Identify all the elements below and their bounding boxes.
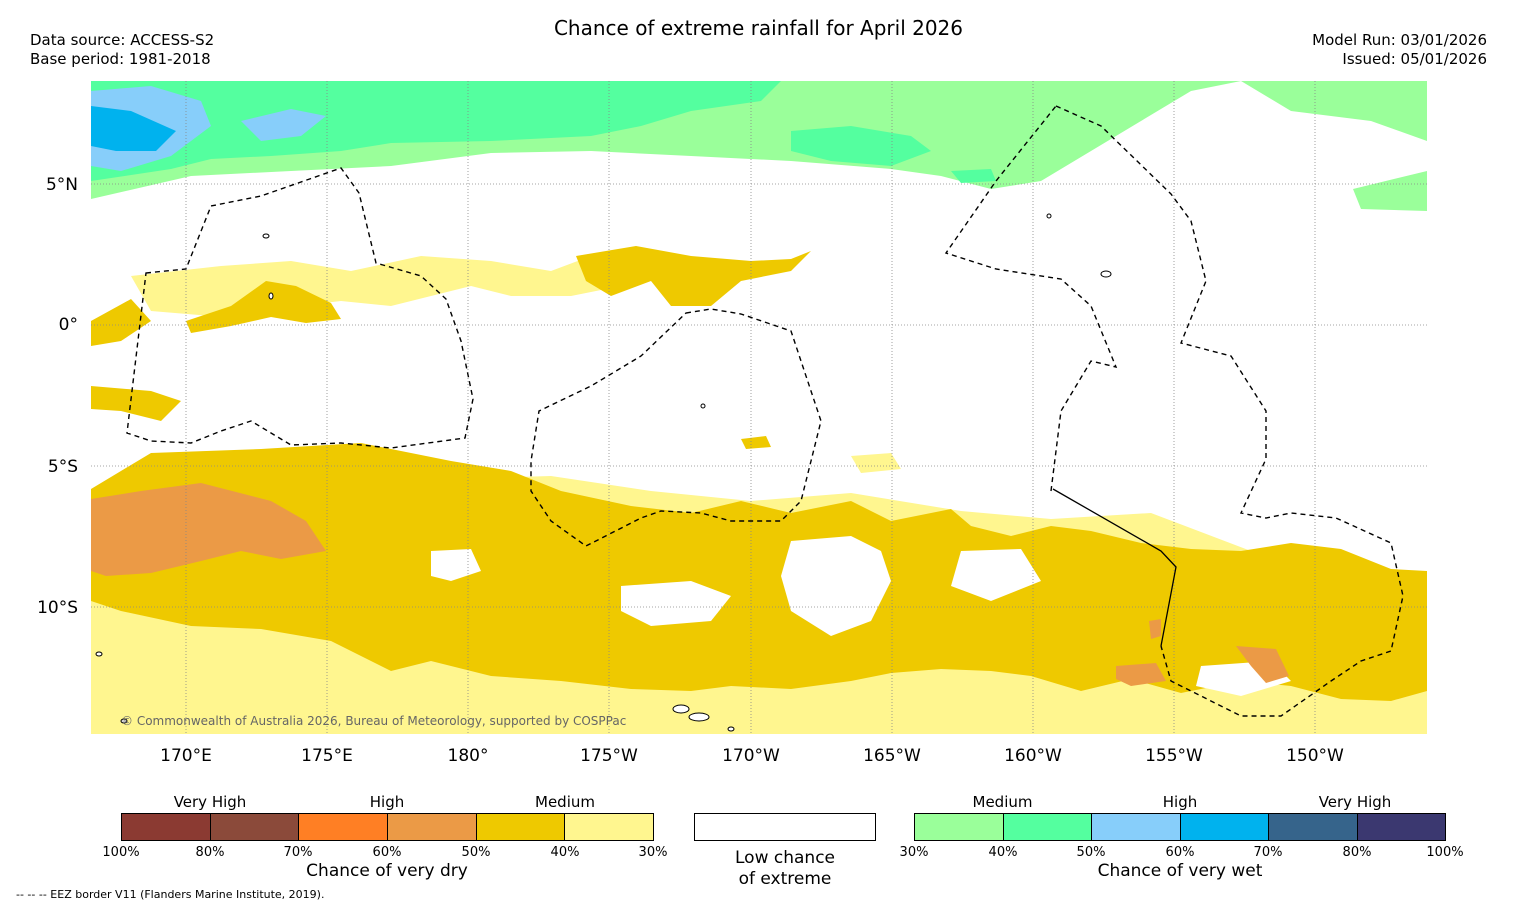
dry-region-light-east [851,453,901,473]
dry-tick: 100% [102,845,140,860]
lat-label-10s: 10°S [37,598,78,618]
wet-tick: 80% [1342,845,1372,860]
page-title: Chance of extreme rainfall for April 202… [553,16,964,40]
wet-swatch-high-2 [1180,814,1269,840]
lat-label-5n: 5°N [45,175,78,195]
wet-region-moderate-2 [791,126,931,166]
dry-tick: 50% [461,845,491,860]
lon-label-155w: 155°W [1145,746,1203,766]
dry-caption: Chance of very dry [306,861,468,881]
dry-region-high [91,483,326,576]
dry-region-high-2 [1116,663,1166,686]
wet-swatch-medium-1 [915,814,1004,840]
dry-swatch-medium-1 [476,814,566,840]
wet-region-high-2 [241,109,326,141]
lon-label-180: 180° [447,746,489,766]
low-chance-gap-4 [951,549,1041,601]
dry-region-medium-east [741,436,771,449]
eez-footnote: -- -- -- EEZ border V11 (Flanders Marine… [16,888,325,901]
issued-label: Issued: 05/01/2026 [1342,50,1487,68]
low-chance-gap-3 [431,549,481,581]
wet-tick: 50% [1076,845,1106,860]
map-canvas [91,81,1427,734]
dry-colorbar [121,813,654,841]
wet-heading-very-high: Very High [1318,793,1392,811]
low-chance-line2: of extreme [738,869,832,889]
lon-label-165w: 165°W [863,746,921,766]
wet-swatch-high-1 [1092,814,1181,840]
rainfall-map[interactable]: © Commonwealth of Australia 2026, Bureau… [91,81,1427,734]
lon-label-175w: 175°W [580,746,638,766]
wet-heading-high: High [1162,793,1198,811]
graticule [91,81,1427,734]
dry-tick: 80% [195,845,225,860]
lat-label-5s: 5°S [47,457,78,477]
dry-swatch-very-high-1 [122,814,211,840]
data-source-label: Data source: ACCESS-S2 [30,31,215,49]
dry-tick: 30% [638,845,668,860]
low-chance-gap-1 [621,581,731,626]
low-chance-gap-2 [781,536,891,636]
dry-heading-very-high: Very High [173,793,247,811]
dry-region-medium-north [91,299,151,346]
islands [95,213,1112,732]
base-period-label: Base period: 1981-2018 [30,50,211,68]
boundary-line [1052,488,1177,647]
dry-heading-high: High [369,793,405,811]
dry-tick: 40% [550,845,580,860]
wet-tick: 30% [899,845,929,860]
dry-swatch-high-1 [299,814,389,840]
lon-label-170w: 170°W [722,746,780,766]
wet-region-moderate-3 [951,169,996,183]
dry-region-high-4 [1149,619,1161,639]
wet-swatch-very-high-2 [1357,814,1445,840]
wet-tick: 100% [1426,845,1464,860]
wet-region-moderate [91,81,781,181]
dry-tick: 60% [372,845,402,860]
low-chance-label: Low chance of extreme [694,848,876,890]
wet-swatch-medium-2 [1003,814,1092,840]
lat-label-0: 0° [58,315,78,335]
dry-swatch-high-2 [388,814,477,840]
dry-heading-medium: Medium [535,793,595,811]
wet-region-veryhigh [91,106,176,151]
wet-tick: 40% [988,845,1018,860]
eez-borders [126,105,1404,717]
wet-heading-medium: Medium [972,793,1033,811]
wet-colorbar [914,813,1446,841]
lon-label-175e: 175°E [301,746,353,766]
dry-tick: 70% [283,845,313,860]
lon-label-170e: 170°E [160,746,212,766]
model-run-label: Model Run: 03/01/2026 [1312,31,1487,49]
copyright-notice: © Commonwealth of Australia 2026, Bureau… [121,714,627,728]
low-chance-line1: Low chance [735,848,835,868]
wet-tick: 70% [1253,845,1283,860]
wet-swatch-very-high-1 [1269,814,1358,840]
dry-region-medium-north-2 [186,281,341,333]
dry-swatch-medium-2 [565,814,654,840]
dry-region-medium-north-3 [576,246,811,306]
lon-label-160w: 160°W [1004,746,1062,766]
dry-region-medium-west [91,386,181,421]
low-chance-swatch [694,813,876,841]
dry-region-medium [91,443,1427,701]
wet-tick: 60% [1165,845,1195,860]
lon-label-150w: 150°W [1286,746,1344,766]
dry-region-high-3 [1236,646,1289,683]
dry-swatch-very-high-2 [210,814,300,840]
wet-caption: Chance of very wet [1097,861,1263,881]
